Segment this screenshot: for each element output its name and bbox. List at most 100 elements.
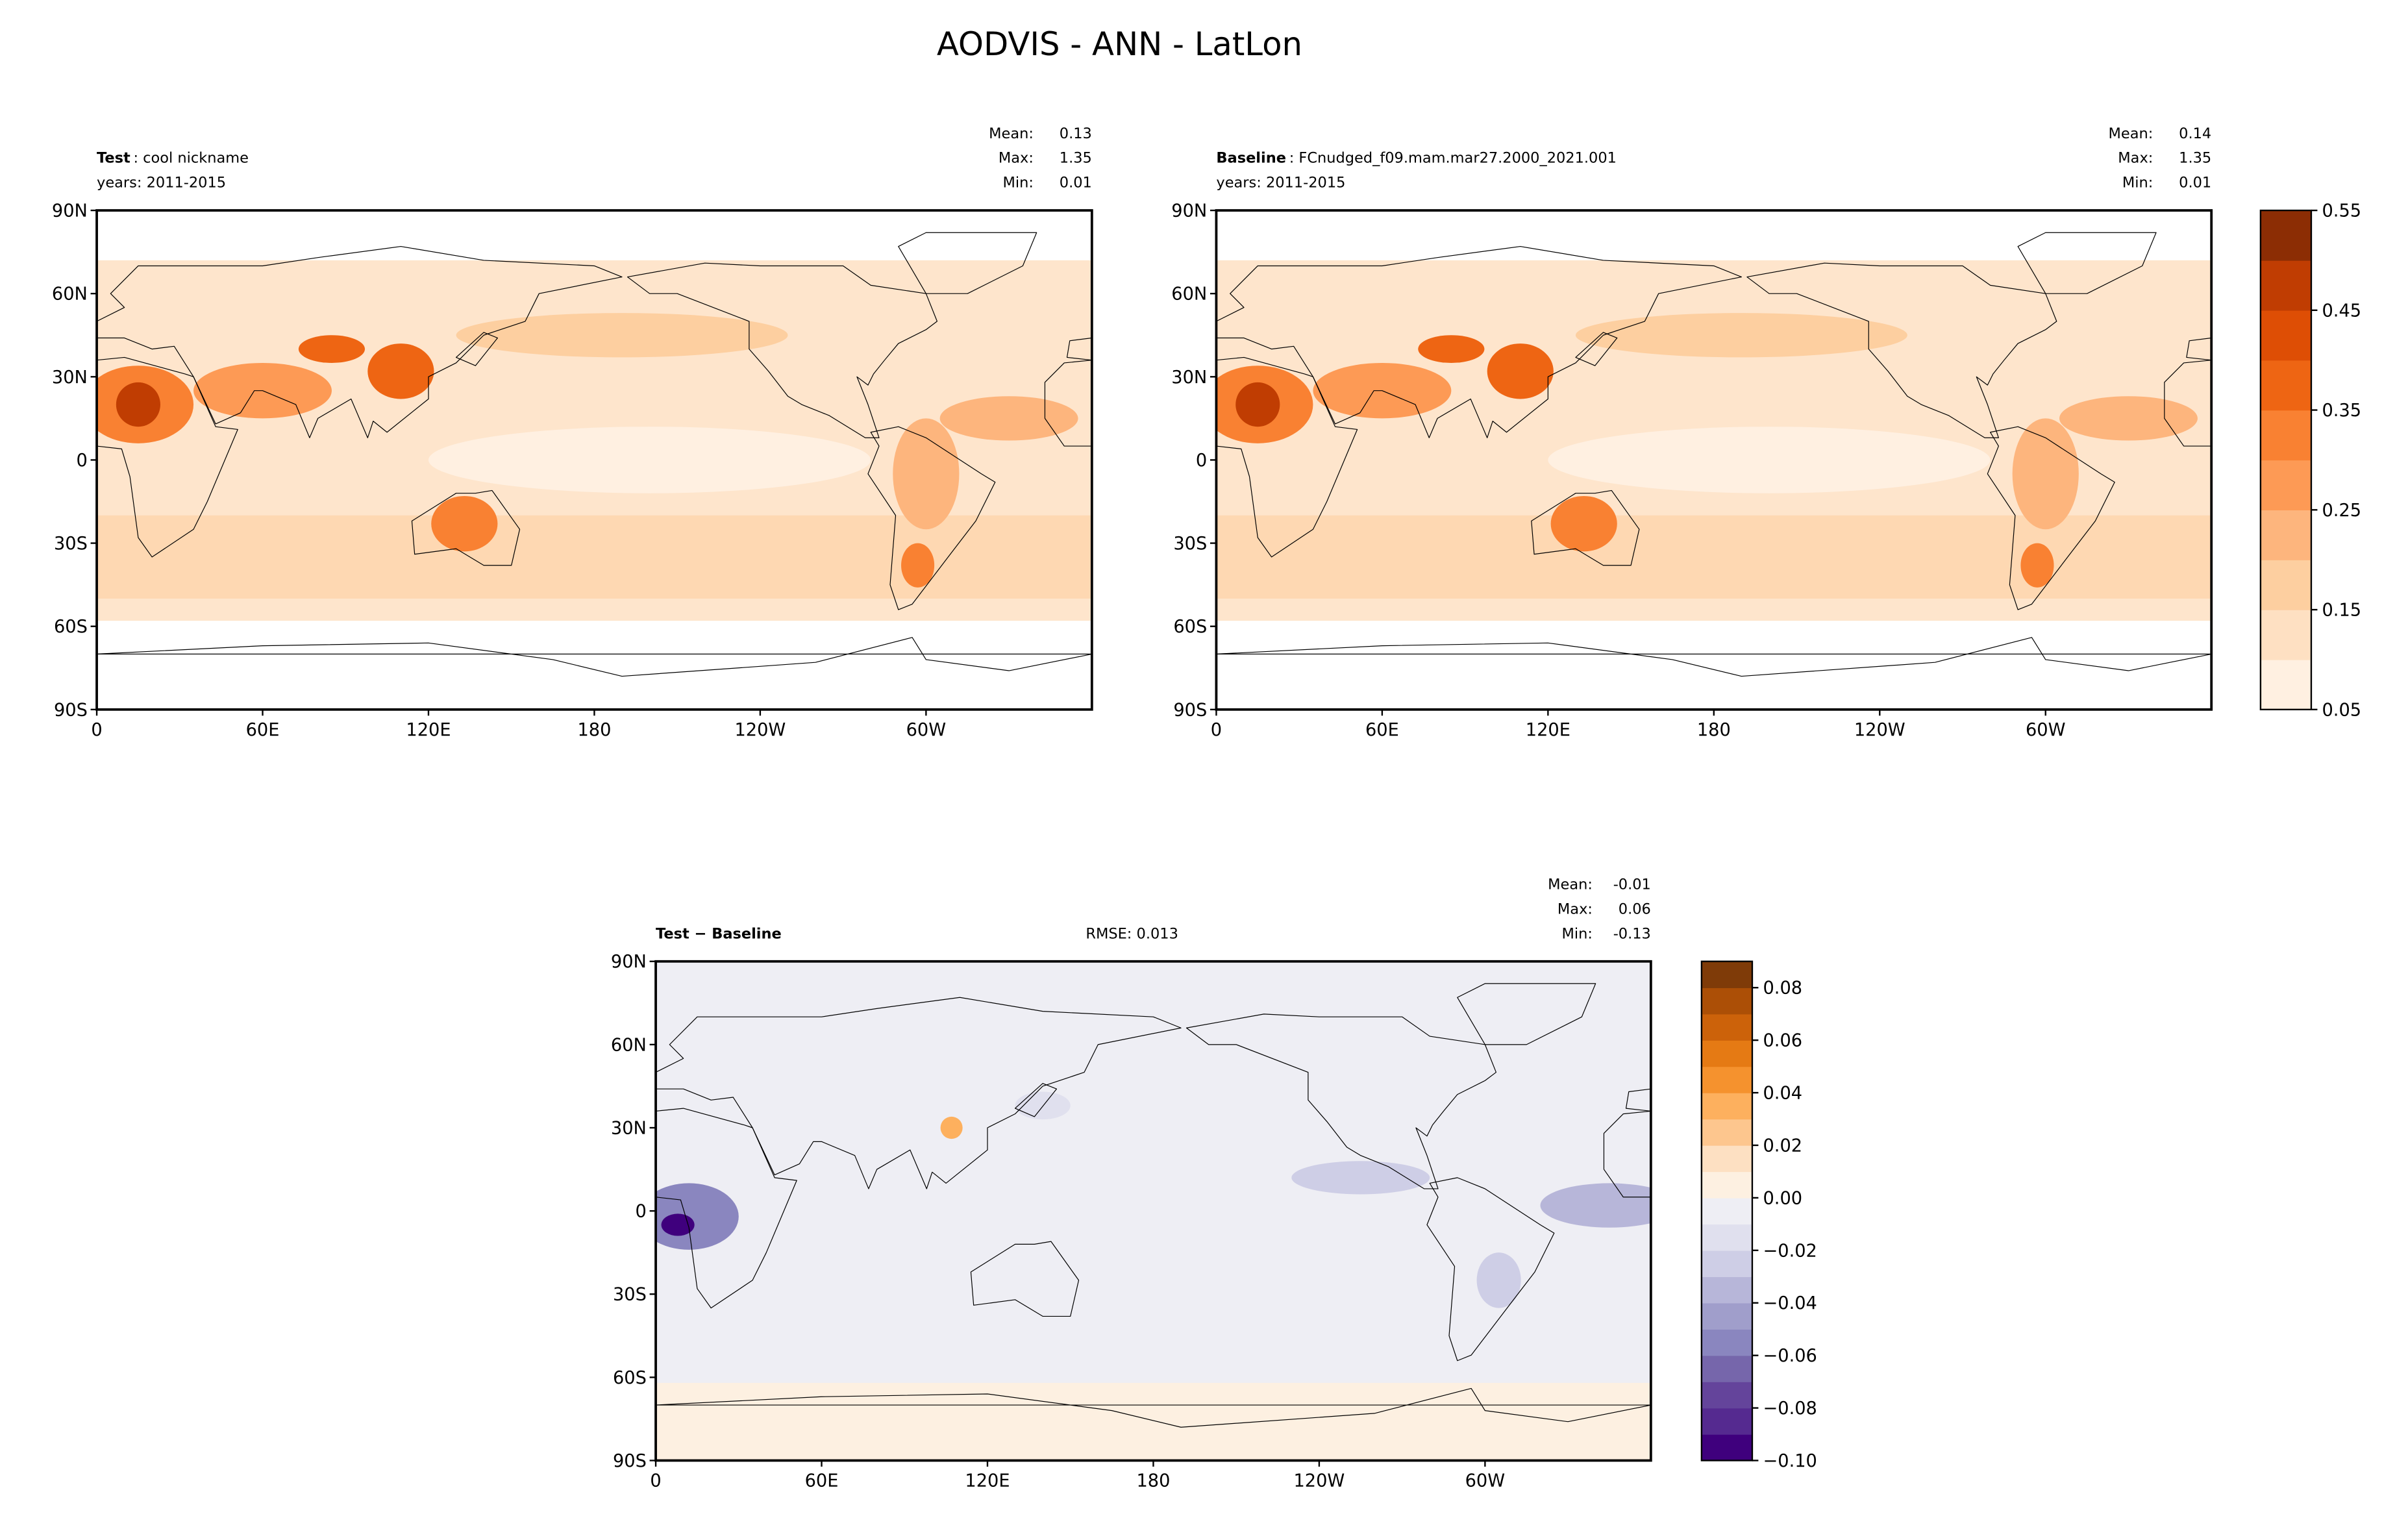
colorbar-band	[1701, 961, 1752, 988]
colorbar-band	[1701, 1040, 1752, 1067]
colorbar-tick-label: −0.02	[1763, 1241, 1817, 1261]
stat-value: 0.13	[1060, 125, 1092, 142]
colorbar-frame	[1700, 960, 1754, 1461]
colorbar-band	[1701, 1329, 1752, 1356]
colorbar-band	[1701, 1171, 1752, 1199]
stat-label: Min:	[2122, 175, 2153, 192]
x-tick-label: 0	[650, 1471, 661, 1491]
panel-label: : cool nickname	[133, 150, 249, 167]
x-tick-label: 120E	[406, 720, 451, 740]
colorbar-band	[2260, 510, 2311, 560]
colorbar-band	[2260, 410, 2311, 461]
x-tick-label: 60W	[2026, 720, 2065, 740]
stat-label: Max:	[1558, 901, 1593, 917]
colorbar-band	[1701, 988, 1752, 1015]
y-tick-label: 30N	[52, 367, 88, 388]
y-tick-label: 60N	[611, 1035, 647, 1055]
rmse-value: 0.013	[1137, 925, 1178, 942]
colorbar-band	[2260, 659, 2311, 710]
panel-years: years: 2011-2015	[97, 175, 226, 192]
map	[1216, 210, 2211, 710]
colorbar-tick-label: 0.25	[2322, 501, 2362, 521]
colorbar-band	[2260, 360, 2311, 411]
x-tick-label: 180	[1697, 720, 1731, 740]
panel-heading: Baseline	[1216, 150, 1286, 167]
stat-value: 0.06	[1619, 901, 1651, 917]
map	[656, 961, 1651, 1461]
colorbar-tick-label: 0.04	[1763, 1084, 1803, 1104]
colorbar-band	[1701, 1119, 1752, 1146]
stat-value: 1.35	[2179, 150, 2211, 167]
stat-value: 1.35	[1060, 150, 1092, 167]
panel-label: : FCnudged_f09.mam.mar27.2000_2021.001	[1289, 150, 1617, 167]
colorbar-tick-label: 0.55	[2322, 201, 2362, 221]
stat-label: Max:	[2118, 150, 2153, 167]
stat-label: Min:	[1002, 175, 1033, 192]
colorbar-band	[2260, 210, 2311, 261]
colorbar-tick-label: 0.35	[2322, 401, 2362, 421]
colorbar-band	[1701, 1224, 1752, 1251]
stat-value: -0.13	[1613, 925, 1651, 942]
x-tick-label: 120W	[1854, 720, 1905, 740]
y-tick-label: 60S	[613, 1368, 647, 1388]
colorbar-band	[1701, 1434, 1752, 1461]
map	[97, 210, 1092, 710]
rmse-label: RMSE:	[1086, 925, 1132, 942]
x-tick-label: 60E	[805, 1471, 839, 1491]
colorbar-tick-label: 0.02	[1763, 1136, 1803, 1156]
colorbar-band	[1701, 1276, 1752, 1304]
colorbar-band	[1701, 1197, 1752, 1225]
stat-label: Min:	[1561, 925, 1592, 942]
x-tick-label: 180	[577, 720, 611, 740]
stat-label: Max:	[999, 150, 1034, 167]
stat-label: Mean:	[989, 125, 1034, 142]
colorbar-tick-label: 0.15	[2322, 601, 2362, 621]
rmse: RMSE: 0.013	[1086, 925, 1178, 942]
colorbar-band	[2260, 310, 2311, 361]
y-tick-label: 90N	[611, 952, 647, 972]
x-tick-label: 60W	[906, 720, 946, 740]
x-tick-label: 0	[1211, 720, 1222, 740]
panel-heading: Test − Baseline	[656, 925, 782, 942]
y-tick-label: 60S	[54, 617, 88, 637]
colorbar-band	[1701, 1145, 1752, 1173]
stat-label: Mean:	[1548, 876, 1593, 893]
panel-heading: Test	[97, 150, 130, 167]
colorbar-band	[2260, 610, 2311, 660]
colorbar-band	[2260, 460, 2311, 511]
x-tick-label: 60E	[1365, 720, 1399, 740]
y-tick-label: 30S	[613, 1285, 647, 1305]
x-tick-label: 120W	[1294, 1471, 1345, 1491]
colorbar-band	[1701, 1408, 1752, 1435]
colorbar-band	[1701, 1093, 1752, 1120]
stat-value: 0.01	[2179, 175, 2211, 192]
y-tick-label: 30S	[54, 534, 88, 554]
x-tick-label: 60W	[1465, 1471, 1505, 1491]
x-tick-label: 180	[1136, 1471, 1170, 1491]
colorbar-frame	[2259, 209, 2313, 711]
x-tick-label: 120E	[965, 1471, 1010, 1491]
panel-years: years: 2011-2015	[1216, 175, 1345, 192]
y-tick-label: 90N	[52, 201, 88, 221]
colorbar-tick-label: 0.06	[1763, 1031, 1803, 1051]
contour-field	[656, 961, 1651, 1461]
x-tick-label: 0	[91, 720, 102, 740]
colorbar-band	[1701, 1382, 1752, 1409]
y-tick-label: 90N	[1171, 201, 1207, 221]
figure-title: AODVIS - ANN - LatLon	[937, 25, 1302, 63]
y-tick-label: 0	[77, 451, 88, 471]
colorbar-band	[1701, 1355, 1752, 1382]
colorbar-band	[1701, 1250, 1752, 1277]
y-tick-label: 90S	[613, 1451, 647, 1471]
stat-value: -0.01	[1613, 876, 1651, 893]
y-tick-label: 30N	[611, 1118, 647, 1138]
colorbar-tick-label: −0.10	[1763, 1451, 1817, 1471]
colorbar-tick-label: 0.45	[2322, 301, 2362, 321]
colorbar-tick-label: −0.06	[1763, 1346, 1817, 1366]
x-tick-label: 120W	[735, 720, 786, 740]
stat-value: 0.01	[1060, 175, 1092, 192]
colorbar-band	[2260, 260, 2311, 311]
colorbar-tick-label: 0.00	[1763, 1188, 1803, 1208]
